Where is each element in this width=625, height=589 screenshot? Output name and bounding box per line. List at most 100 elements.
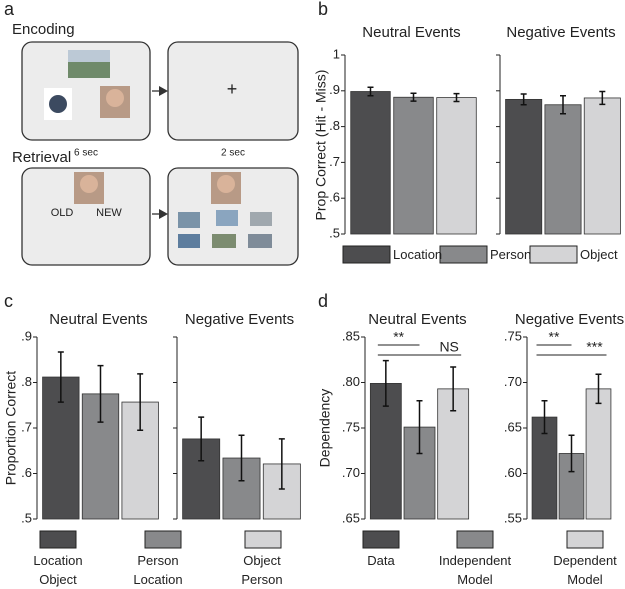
error-bar <box>278 438 285 490</box>
duration: 6 sec <box>74 148 98 159</box>
panel-label: a <box>4 0 15 19</box>
y-tick-label: .75 <box>504 328 522 343</box>
y-axis-label: Proportion Correct <box>3 371 19 485</box>
y-tick-label: .5 <box>329 225 340 240</box>
legend-swatch <box>144 530 182 549</box>
legend-swatch <box>456 530 494 549</box>
subplot-title: Neutral Events <box>49 311 147 328</box>
error-bar <box>595 373 602 405</box>
legend-label: Dependent Model <box>553 553 617 587</box>
significance-label: NS <box>439 339 458 355</box>
bar <box>505 98 543 235</box>
legend-label: Data <box>367 553 395 568</box>
legend-label: Person Location <box>133 553 183 587</box>
error-bar <box>450 366 457 412</box>
bar <box>393 96 434 235</box>
image <box>216 210 238 226</box>
y-tick-label: .60 <box>504 465 522 480</box>
error-bar <box>416 399 423 455</box>
bar <box>585 388 612 520</box>
error-bar <box>137 373 144 432</box>
option: NEW <box>96 207 122 219</box>
legend-label: Independent Model <box>438 553 512 587</box>
error-bar <box>560 95 566 115</box>
bar <box>350 91 391 235</box>
legend-swatch <box>529 245 578 264</box>
legend-swatch <box>362 530 400 549</box>
fixation: + <box>227 79 238 99</box>
y-tick-label: .8 <box>329 118 340 133</box>
error-bar <box>410 92 417 102</box>
subplot-title: Negative Events <box>185 311 294 328</box>
image <box>68 50 110 62</box>
image <box>49 95 67 113</box>
error-bar <box>97 364 104 423</box>
option: OLD <box>51 207 74 219</box>
y-tick-label: .5 <box>21 510 32 525</box>
image <box>80 175 98 193</box>
legend-swatch <box>342 245 391 264</box>
legend-swatch <box>39 530 77 549</box>
panel-label: d <box>318 291 328 311</box>
y-tick-label: .7 <box>329 154 340 169</box>
legend-label: Location Object <box>33 553 83 587</box>
y-tick-label: .65 <box>504 419 522 434</box>
y-tick-label: .75 <box>342 419 360 434</box>
error-bar <box>568 434 575 473</box>
subplot-title: Neutral Events <box>362 24 460 41</box>
significance-label: *** <box>586 339 603 355</box>
y-tick-label: .70 <box>504 374 522 389</box>
image <box>250 212 272 226</box>
legend-swatch <box>439 245 488 264</box>
error-bar <box>238 434 245 482</box>
error-bar <box>520 93 527 106</box>
bar <box>436 97 477 235</box>
subplot-title: Negative Events <box>506 24 615 41</box>
error-bar <box>198 416 205 462</box>
legend-label: Object <box>580 247 618 262</box>
image <box>178 212 200 228</box>
error-bar <box>599 90 606 106</box>
legend-swatch <box>244 530 282 549</box>
legend-label: Object Person <box>241 553 283 587</box>
screen <box>167 41 299 141</box>
encoding-title: Encoding <box>12 21 75 38</box>
image <box>178 234 200 248</box>
arrow <box>159 209 168 219</box>
y-tick-label: .9 <box>21 328 32 343</box>
image <box>106 89 124 107</box>
arrow <box>159 86 168 96</box>
retrieval-title: Retrieval <box>12 149 71 166</box>
bar <box>437 388 470 520</box>
image <box>217 175 235 193</box>
duration: 2 sec <box>221 148 245 159</box>
y-tick-label: .8 <box>21 374 32 389</box>
error-bar <box>453 92 460 103</box>
subplot-title: Negative Events <box>515 311 624 328</box>
error-bar <box>367 86 374 97</box>
y-axis-label: Dependency <box>317 389 333 468</box>
panel-label: c <box>4 291 13 311</box>
error-bar <box>541 399 548 435</box>
error-bar <box>382 359 389 407</box>
y-tick-label: .80 <box>342 374 360 389</box>
y-axis-label: Prop Correct (Hit - Miss) <box>313 70 329 221</box>
y-tick-label: .55 <box>504 510 522 525</box>
image <box>248 234 272 248</box>
legend-label: Location <box>393 247 443 262</box>
legend-label: Person <box>490 247 532 262</box>
screen <box>21 167 151 266</box>
subplot-title: Neutral Events <box>368 311 466 328</box>
y-tick-label: .6 <box>21 465 32 480</box>
legend-swatch <box>566 530 604 549</box>
error-bar <box>57 351 64 403</box>
y-tick-label: .9 <box>329 82 340 97</box>
significance-label: ** <box>393 329 404 345</box>
image <box>212 234 236 248</box>
bar <box>544 104 582 235</box>
y-tick-label: 1 <box>333 46 340 61</box>
bar <box>583 97 621 235</box>
y-tick-label: .6 <box>329 190 340 205</box>
